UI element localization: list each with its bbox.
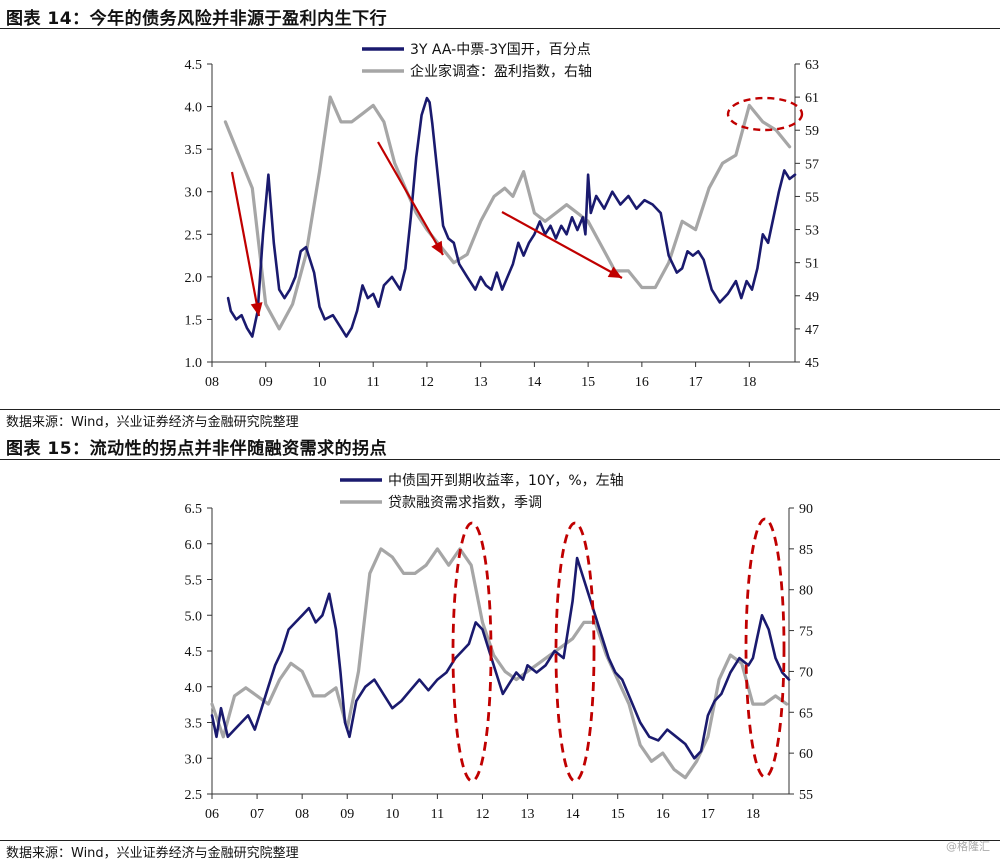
c14-right-tick-label: 53 <box>805 224 819 239</box>
c15-highlight-ellipse-1 <box>451 521 493 783</box>
c15-left-tick-label: 5.0 <box>185 609 203 624</box>
c15-x-tick-label: 06 <box>205 807 219 822</box>
c15-right-tick-label: 60 <box>799 747 813 762</box>
c14-left-tick-label: 2.0 <box>185 271 203 286</box>
c14-trend-arrow-1-head <box>250 302 263 316</box>
c15-x-tick-label: 09 <box>340 807 354 822</box>
c15-right-tick-label: 70 <box>799 665 813 680</box>
c14-left-tick-label: 1.0 <box>185 356 203 371</box>
c14-right-tick-label: 47 <box>805 323 819 338</box>
c14-trend-arrow-3-head <box>607 266 622 278</box>
c14-left-tick-label: 3.5 <box>185 143 203 158</box>
c15-series-gray-line <box>210 547 789 780</box>
c14-x-tick-label: 14 <box>527 375 541 390</box>
c15-x-tick-label: 18 <box>746 807 760 822</box>
c15-legend-label: 中债国开到期收益率，10Y，%，左轴 <box>388 472 624 489</box>
c15-x-tick-label: 17 <box>701 807 715 822</box>
c14-left-tick-label: 4.5 <box>185 58 203 73</box>
c14-left-tick-label: 1.5 <box>185 313 203 328</box>
c14-trend-arrow-2 <box>377 141 444 256</box>
c14-right-tick-label: 59 <box>805 124 819 139</box>
c15-right-tick-label: 55 <box>799 788 813 803</box>
figure14-top-rule <box>0 28 1000 29</box>
c14-trend-arrow-3 <box>501 211 623 279</box>
c14-x-tick-label: 16 <box>635 375 649 390</box>
c15-left-tick-label: 5.5 <box>185 574 203 589</box>
c15-left-tick-label: 4.0 <box>185 681 203 696</box>
c15-legend-label: 贷款融资需求指数，季调 <box>388 495 542 511</box>
c14-right-tick-label: 51 <box>805 257 819 272</box>
c14-x-tick-label: 15 <box>581 375 595 390</box>
c15-right-tick-label: 85 <box>799 543 813 558</box>
c14-right-tick-label: 61 <box>805 91 819 106</box>
c15-x-tick-label: 13 <box>521 807 535 822</box>
c14-trend-arrow-1 <box>230 171 261 317</box>
c14-x-tick-label: 12 <box>420 375 434 390</box>
figure15-source: 数据来源：Wind，兴业证券经济与金融研究院整理 <box>6 846 299 861</box>
c15-x-tick-label: 11 <box>431 807 444 822</box>
c15-x-tick-label: 07 <box>250 807 264 822</box>
watermark: @格隆汇 <box>946 840 990 853</box>
c14-right-tick-label: 63 <box>805 58 819 73</box>
c14-x-tick-label: 18 <box>742 375 756 390</box>
c14-right-tick-label: 45 <box>805 356 819 371</box>
c15-right-tick-label: 65 <box>799 706 813 721</box>
c14-legend-label: 3Y AA-中票-3Y国开，百分点 <box>410 42 591 58</box>
c15-left-tick-label: 3.0 <box>185 752 203 767</box>
c14-left-tick-label: 3.0 <box>185 186 203 201</box>
c14-trend-arrow-2-head <box>431 240 443 255</box>
figure15-top-rule <box>0 459 1000 460</box>
c15-x-tick-label: 10 <box>385 807 399 822</box>
c14-right-tick-label: 57 <box>805 157 819 172</box>
c14-highlight-ellipse <box>726 96 804 132</box>
figure14-chart: 1.0 1.5 2.0 2.5 3.0 3.5 4.0 4.5 45 47 49 51 53 55 57 59… <box>185 42 820 390</box>
c15-left-tick-label: 6.0 <box>185 538 203 553</box>
figure14-title: 图表 14：今年的债务风险并非源于盈利内生下行 <box>6 9 388 29</box>
c15-right-tick-label: 80 <box>799 584 813 599</box>
c15-x-tick-label: 12 <box>475 807 489 822</box>
c14-series-navy-line <box>226 96 797 338</box>
c14-x-tick-label: 17 <box>689 375 703 390</box>
c14-x-tick-label: 09 <box>259 375 273 390</box>
c15-x-tick-label: 08 <box>295 807 309 822</box>
c15-highlight-ellipse-2 <box>554 521 596 783</box>
c14-series-gray-line <box>223 95 792 331</box>
c14-x-tick-label: 11 <box>366 375 379 390</box>
c15-left-tick-label: 4.5 <box>185 645 203 660</box>
c15-right-tick-label: 75 <box>799 625 813 640</box>
figure14-bottom-rule <box>0 409 1000 410</box>
c14-x-tick-label: 08 <box>205 375 219 390</box>
c15-highlight-ellipse-3 <box>744 517 786 779</box>
c14-x-tick-label: 10 <box>312 375 326 390</box>
c14-left-tick-label: 2.5 <box>185 228 203 243</box>
c15-series-navy-line <box>210 556 791 760</box>
c14-legend-label: 企业家调查：盈利指数，右轴 <box>410 63 592 80</box>
figure15-bottom-rule <box>0 840 1000 841</box>
c14-x-tick-label: 13 <box>474 375 488 390</box>
c15-left-tick-label: 2.5 <box>185 788 203 803</box>
c15-x-tick-label: 14 <box>566 807 580 822</box>
c15-left-tick-label: 3.5 <box>185 717 203 732</box>
c15-x-tick-label: 15 <box>611 807 625 822</box>
c14-left-tick-label: 4.0 <box>185 101 203 116</box>
c15-x-tick-label: 16 <box>656 807 670 822</box>
figure14-source: 数据来源：Wind，兴业证券经济与金融研究院整理 <box>6 415 299 430</box>
c14-right-tick-label: 55 <box>805 190 819 205</box>
figure15-title: 图表 15：流动性的拐点并非伴随融资需求的拐点 <box>6 439 388 459</box>
c15-left-tick-label: 6.5 <box>185 502 203 517</box>
c14-right-tick-label: 49 <box>805 290 819 305</box>
c15-right-tick-label: 90 <box>799 502 813 517</box>
